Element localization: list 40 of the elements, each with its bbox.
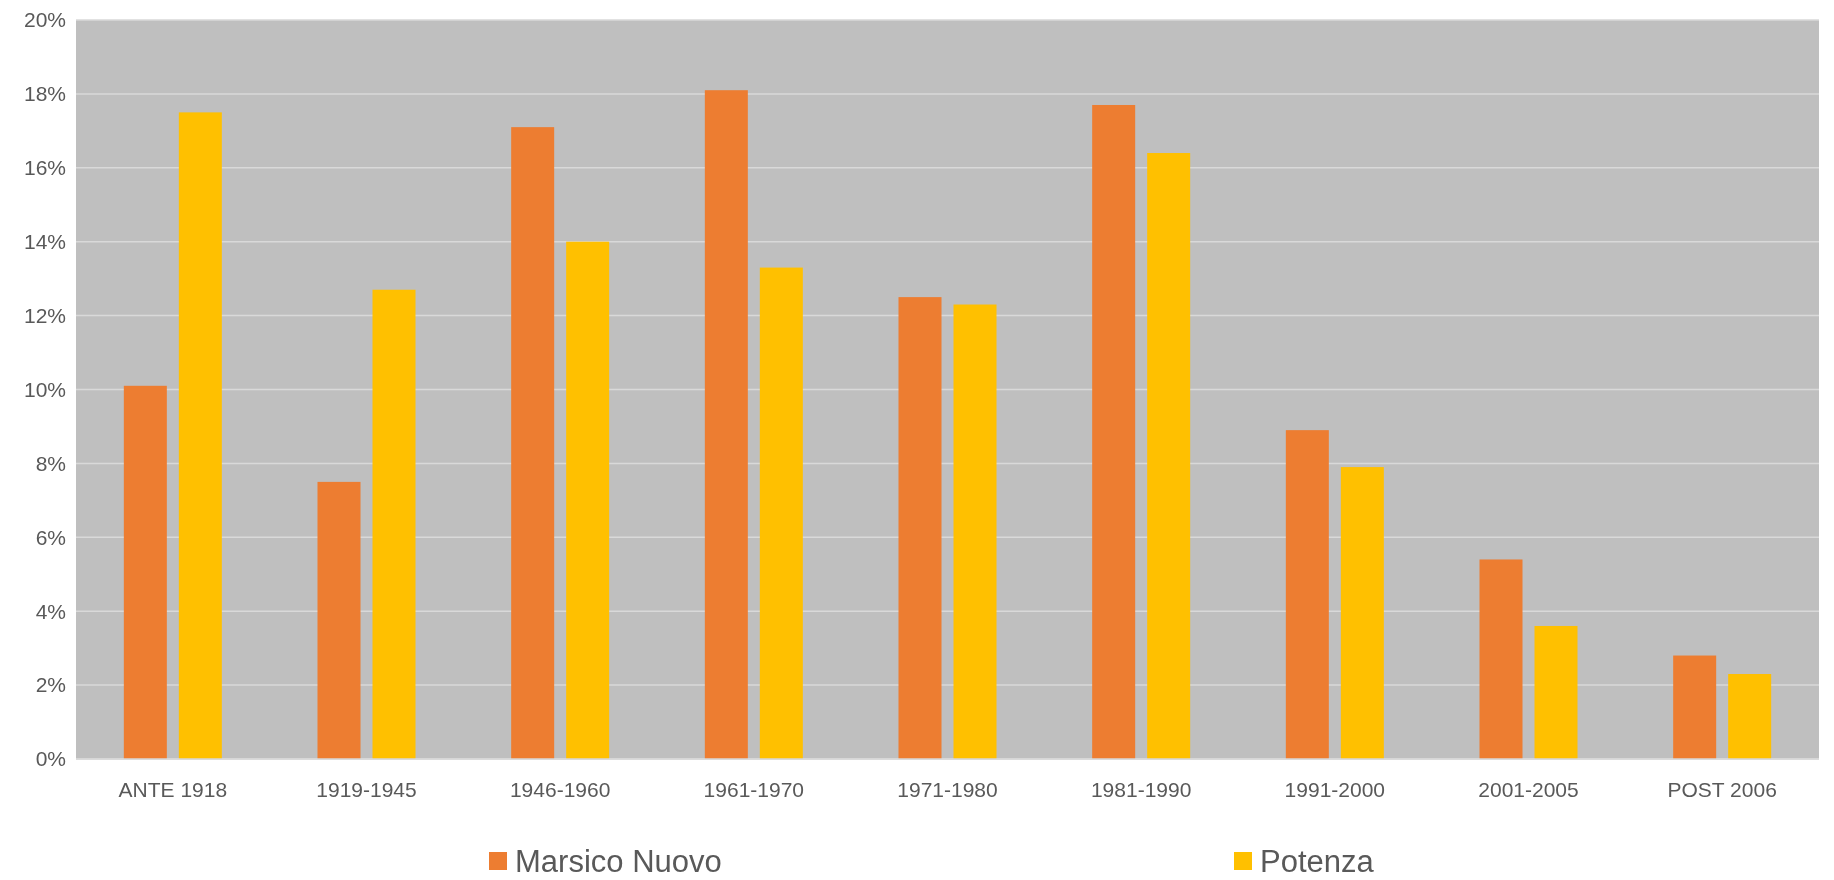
bar	[953, 304, 997, 759]
x-tick-label: 1981-1990	[1090, 778, 1192, 801]
y-tick-label: 14%	[23, 230, 66, 254]
bar	[372, 289, 416, 759]
x-tick-label: 1971-1980	[897, 778, 998, 801]
bar	[1728, 674, 1772, 759]
legend-label: Marsico Nuovo	[515, 843, 722, 879]
bar	[1534, 625, 1578, 759]
y-tick-label: 16%	[23, 156, 66, 180]
bar	[1479, 559, 1523, 759]
x-tick-label: 2001-2005	[1478, 778, 1579, 801]
bar	[1092, 104, 1136, 759]
bar	[123, 385, 167, 759]
y-tick-label: 20%	[23, 8, 66, 32]
y-tick-label: 18%	[23, 82, 66, 106]
bar	[1340, 467, 1384, 759]
y-tick-label: 8%	[35, 451, 66, 475]
bar	[1147, 153, 1191, 759]
bar	[898, 297, 942, 759]
y-tick-label: 0%	[35, 747, 66, 771]
legend-label: Potenza	[1260, 843, 1375, 879]
x-tick-label: 1919-1945	[316, 778, 417, 801]
x-tick-label: 1946-1960	[509, 778, 611, 801]
x-tick-label: 1961-1970	[703, 778, 805, 801]
bar	[1285, 430, 1329, 759]
bar	[566, 241, 610, 759]
bar	[511, 127, 555, 759]
bar	[178, 112, 222, 759]
x-tick-label: 1991-2000	[1284, 778, 1386, 801]
y-tick-label: 4%	[35, 599, 66, 623]
y-tick-label: 6%	[35, 525, 66, 549]
x-tick-label: POST 2006	[1667, 778, 1777, 801]
bar	[1673, 655, 1717, 759]
bar	[704, 90, 748, 759]
x-tick-label: ANTE 1918	[118, 778, 228, 801]
bar	[317, 481, 361, 759]
y-tick-label: 2%	[35, 673, 66, 697]
y-tick-label: 12%	[23, 303, 66, 327]
y-tick-label: 10%	[23, 377, 66, 401]
bar	[759, 267, 803, 759]
